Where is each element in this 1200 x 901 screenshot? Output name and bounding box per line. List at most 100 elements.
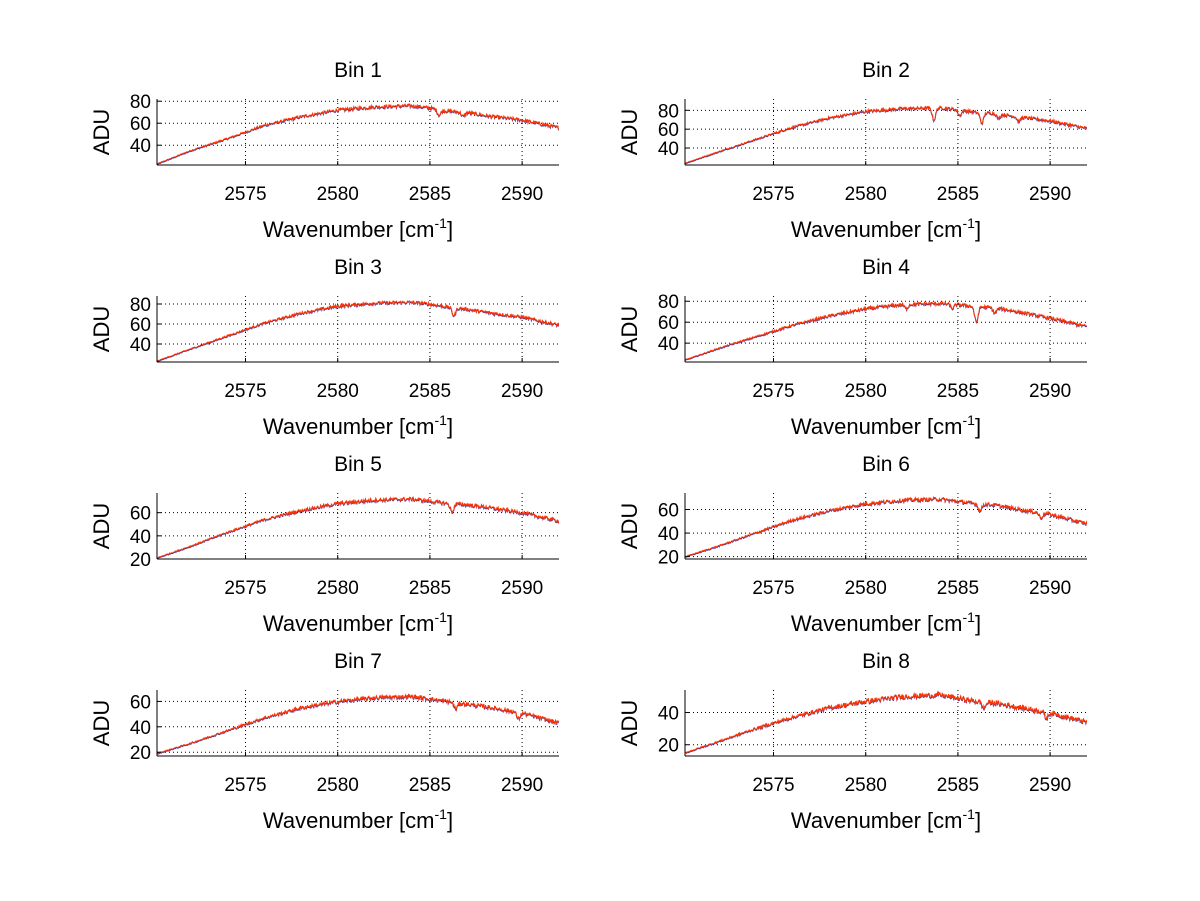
x-axis-label-text-bin-6: Wavenumber [cm: [791, 611, 963, 636]
y-tick-label-80-bin-1: 80: [130, 92, 151, 113]
y-axis-label-bin-1: ADU: [89, 109, 114, 155]
series-line-shadow-bin-5: [157, 496, 559, 559]
x-axis-label-suffix-bin-8: ]: [975, 808, 981, 833]
x-axis-label-text-bin-5: Wavenumber [cm: [263, 611, 435, 636]
y-tick-label-40-bin-1: 40: [130, 136, 151, 157]
x-tick-label-2575-bin-3: 2575: [224, 381, 266, 402]
x-tick-label-2575-bin-8: 2575: [752, 775, 794, 796]
y-tick-label-60-bin-6: 60: [658, 501, 679, 522]
y-tick-label-40-bin-3: 40: [130, 335, 151, 356]
x-tick-label-2590-bin-2: 2590: [1029, 184, 1071, 205]
x-tick-label-2575-bin-1: 2575: [224, 184, 266, 205]
x-axis-label-suffix-bin-5: ]: [447, 611, 453, 636]
x-axis-label-suffix-bin-7: ]: [447, 808, 453, 833]
y-tick-label-20-bin-6: 20: [658, 548, 679, 569]
x-axis-label-suffix-bin-6: ]: [975, 611, 981, 636]
x-tick-label-2580-bin-6: 2580: [845, 578, 887, 599]
x-tick-label-2585-bin-3: 2585: [409, 381, 451, 402]
series-line-bin-8: [685, 690, 1087, 754]
x-tick-label-2585-bin-7: 2585: [409, 775, 451, 796]
x-axis-label-sup-bin-8: -1: [963, 806, 976, 822]
y-tick-label-20-bin-7: 20: [130, 743, 151, 764]
y-tick-label-60-bin-5: 60: [130, 504, 151, 525]
y-tick-label-20-bin-5: 20: [130, 550, 151, 571]
series-line-bin-7: [157, 693, 559, 755]
subplot-title-bin-7: Bin 7: [334, 650, 382, 673]
x-tick-label-2580-bin-3: 2580: [317, 381, 359, 402]
y-tick-label-20-bin-8: 20: [658, 736, 679, 757]
subplot-title-bin-5: Bin 5: [334, 453, 382, 476]
y-tick-label-40-bin-2: 40: [658, 139, 679, 160]
x-axis-label-text-bin-7: Wavenumber [cm: [263, 808, 435, 833]
x-tick-label-2590-bin-6: 2590: [1029, 578, 1071, 599]
x-axis-label-sup-bin-6: -1: [963, 609, 976, 625]
x-axis-label-sup-bin-4: -1: [963, 412, 976, 428]
series-line-bin-2: [685, 105, 1087, 164]
y-tick-label-60-bin-1: 60: [130, 114, 151, 135]
x-tick-label-2575-bin-5: 2575: [224, 578, 266, 599]
x-tick-label-2585-bin-6: 2585: [937, 578, 979, 599]
x-tick-label-2585-bin-1: 2585: [409, 184, 451, 205]
x-tick-label-2590-bin-4: 2590: [1029, 381, 1071, 402]
series-line-bin-5: [157, 496, 559, 559]
y-axis-label-bin-8: ADU: [617, 700, 642, 746]
y-tick-label-60-bin-4: 60: [658, 313, 679, 334]
y-tick-label-60-bin-3: 60: [130, 315, 151, 336]
x-axis-label-bin-2: Wavenumber [cm-1]: [791, 215, 981, 242]
y-axis-label-bin-3: ADU: [89, 306, 114, 352]
x-axis-label-text-bin-3: Wavenumber [cm: [263, 414, 435, 439]
y-axis-label-bin-6: ADU: [617, 503, 642, 549]
series-line-bin-3: [157, 300, 559, 362]
y-axis-label-bin-2: ADU: [617, 109, 642, 155]
x-axis-label-bin-4: Wavenumber [cm-1]: [791, 412, 981, 439]
subplot-title-bin-8: Bin 8: [862, 650, 910, 673]
x-axis-label-text-bin-1: Wavenumber [cm: [263, 217, 435, 242]
x-tick-label-2575-bin-7: 2575: [224, 775, 266, 796]
subplot-bin-8: Bin 8 2575 2580 2585 2590 20 40 ADU Wavenumber […: [617, 650, 1087, 833]
subplot-title-bin-4: Bin 4: [862, 256, 910, 279]
x-tick-label-2590-bin-3: 2590: [501, 381, 543, 402]
x-tick-label-2580-bin-7: 2580: [317, 775, 359, 796]
y-tick-label-60-bin-7: 60: [130, 692, 151, 713]
x-axis-label-bin-5: Wavenumber [cm-1]: [263, 609, 453, 636]
y-axis-label-bin-5: ADU: [89, 503, 114, 549]
series-line-bin-4: [685, 300, 1087, 361]
y-tick-label-40-bin-6: 40: [658, 524, 679, 545]
x-tick-label-2590-bin-7: 2590: [501, 775, 543, 796]
x-tick-label-2585-bin-4: 2585: [937, 381, 979, 402]
y-tick-label-40-bin-5: 40: [130, 527, 151, 548]
x-axis-label-text-bin-8: Wavenumber [cm: [791, 808, 963, 833]
x-axis-label-bin-6: Wavenumber [cm-1]: [791, 609, 981, 636]
x-tick-label-2580-bin-1: 2580: [317, 184, 359, 205]
y-axis-label-bin-7: ADU: [89, 700, 114, 746]
series-line-bin-6: [685, 495, 1087, 558]
x-tick-label-2580-bin-4: 2580: [845, 381, 887, 402]
x-tick-label-2585-bin-8: 2585: [937, 775, 979, 796]
x-axis-label-sup-bin-5: -1: [435, 609, 448, 625]
y-tick-label-40-bin-4: 40: [658, 334, 679, 355]
x-axis-label-sup-bin-7: -1: [435, 806, 448, 822]
subplot-title-bin-6: Bin 6: [862, 453, 910, 476]
x-axis-label-suffix-bin-3: ]: [447, 414, 453, 439]
x-tick-label-2575-bin-2: 2575: [752, 184, 794, 205]
y-tick-label-80-bin-3: 80: [130, 295, 151, 316]
subplot-title-bin-2: Bin 2: [862, 59, 910, 82]
x-axis-label-bin-3: Wavenumber [cm-1]: [263, 412, 453, 439]
y-tick-label-60-bin-2: 60: [658, 120, 679, 141]
y-tick-label-40-bin-7: 40: [130, 718, 151, 739]
x-axis-label-bin-8: Wavenumber [cm-1]: [791, 806, 981, 833]
subplot-bin-7: Bin 7 2575 2580 2585 2590 20 40 60 ADU Wavenumber…: [89, 650, 559, 833]
x-tick-label-2585-bin-5: 2585: [409, 578, 451, 599]
x-axis-label-suffix-bin-1: ]: [447, 217, 453, 242]
x-tick-label-2590-bin-5: 2590: [501, 578, 543, 599]
x-axis-label-sup-bin-2: -1: [963, 215, 976, 231]
